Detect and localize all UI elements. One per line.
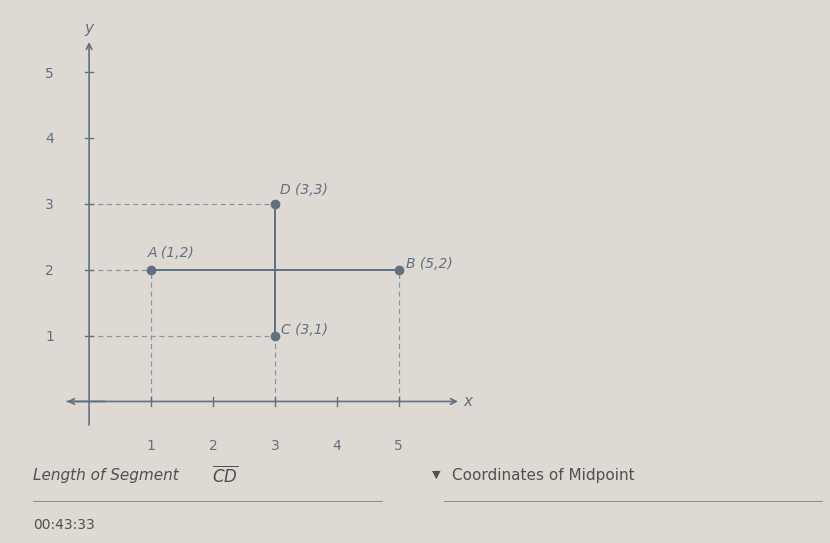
Text: y: y [85, 21, 94, 36]
Text: ▼: ▼ [432, 470, 440, 480]
Text: x: x [464, 394, 473, 409]
Text: C (3,1): C (3,1) [281, 323, 328, 337]
Text: A (1,2): A (1,2) [148, 246, 195, 260]
Text: $\overline{CD}$: $\overline{CD}$ [212, 465, 238, 485]
Text: B (5,2): B (5,2) [406, 257, 453, 271]
Text: Length of Segment: Length of Segment [33, 468, 183, 483]
Text: D (3,3): D (3,3) [280, 183, 328, 197]
Text: Coordinates of Midpoint: Coordinates of Midpoint [452, 468, 635, 483]
Text: 00:43:33: 00:43:33 [33, 518, 95, 532]
